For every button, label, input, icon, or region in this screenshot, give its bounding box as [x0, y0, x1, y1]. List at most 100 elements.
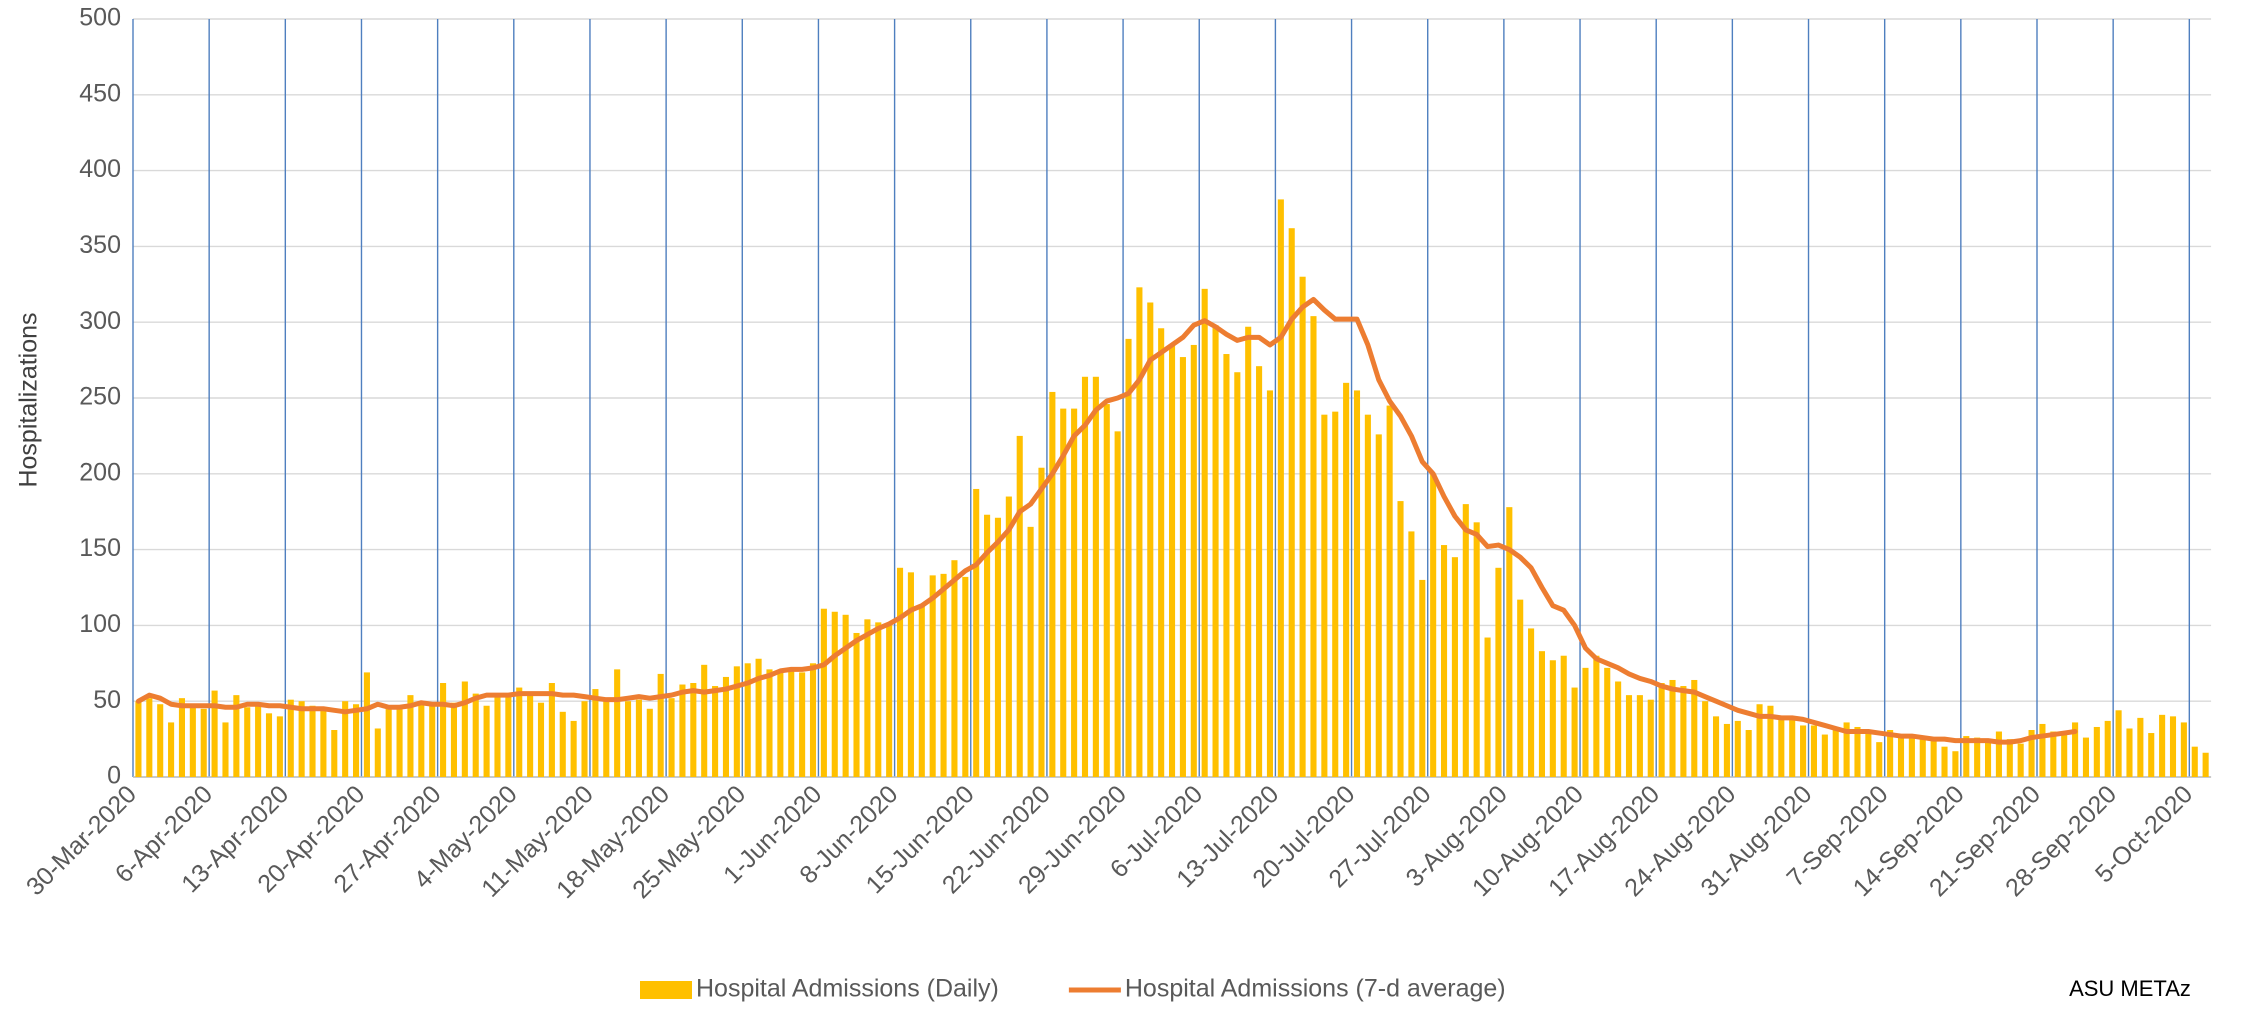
bar: [886, 625, 893, 777]
bar: [1092, 376, 1099, 777]
bar: [592, 689, 599, 777]
bar: [1680, 686, 1687, 777]
bar: [842, 614, 849, 777]
bar: [1364, 414, 1371, 777]
bar: [744, 663, 751, 777]
bar: [2202, 752, 2209, 777]
bar: [1408, 531, 1415, 777]
bar: [1277, 199, 1284, 778]
bar: [1081, 376, 1089, 777]
bar: [973, 488, 980, 777]
bar: [2028, 730, 2035, 777]
bar: [603, 698, 610, 777]
bar: [200, 708, 207, 777]
bar: [1125, 338, 1132, 777]
legend-label: Hospital Admissions (7-d average): [1125, 975, 1506, 1003]
bar: [1201, 288, 1208, 777]
bar: [1190, 344, 1197, 777]
bar: [831, 611, 838, 777]
y-tick-label: 200: [79, 458, 121, 486]
bar: [1462, 504, 1469, 777]
bar: [233, 695, 240, 777]
y-axis-title: Hospitalizations: [15, 312, 43, 487]
bar: [1484, 637, 1491, 777]
bar: [1560, 655, 1567, 777]
bar: [1136, 287, 1143, 777]
y-tick-label: 300: [79, 307, 121, 335]
bar: [1625, 695, 1633, 777]
bar: [2180, 722, 2187, 777]
bar: [494, 693, 501, 777]
bar: [1016, 435, 1023, 777]
bar: [1245, 326, 1252, 777]
bar: [1343, 382, 1350, 777]
bar: [1027, 526, 1034, 777]
bar: [755, 658, 762, 777]
bar: [374, 728, 381, 777]
bar: [1071, 408, 1078, 777]
bar: [352, 704, 360, 777]
bar: [1103, 404, 1110, 777]
bar: [690, 683, 697, 777]
bar: [1821, 734, 1828, 777]
bar: [1832, 730, 1839, 777]
bar: [2072, 722, 2079, 777]
bar: [896, 567, 904, 777]
bar: [2082, 737, 2090, 777]
bar: [135, 701, 142, 777]
bar: [962, 576, 969, 777]
bar: [222, 722, 229, 777]
bar: [733, 666, 740, 777]
bar: [1712, 716, 1720, 777]
bar: [1506, 507, 1513, 777]
bar: [712, 686, 719, 777]
bar: [1386, 405, 1393, 777]
bar: [668, 698, 675, 777]
bar: [1604, 667, 1611, 777]
bar: [679, 684, 686, 777]
bar: [766, 669, 773, 777]
bar: [2050, 731, 2057, 777]
bar: [1528, 628, 1535, 777]
bar: [1419, 579, 1426, 777]
bar: [2104, 720, 2111, 777]
bar: [1038, 467, 1045, 777]
bar: [1495, 567, 1502, 777]
bar: [385, 707, 392, 777]
bar: [1897, 734, 1905, 777]
bar: [2148, 733, 2155, 777]
bar: [1919, 736, 1926, 777]
bar: [429, 704, 436, 777]
y-tick-label: 500: [79, 4, 121, 32]
bar: [559, 711, 566, 777]
legend-label: Hospital Admissions (Daily): [696, 975, 999, 1003]
bar: [1430, 473, 1437, 777]
bar: [657, 673, 664, 777]
bar: [211, 690, 218, 777]
bar: [1049, 391, 1056, 777]
bar: [1734, 720, 1741, 777]
bar: [1299, 276, 1306, 777]
bar: [440, 683, 447, 777]
bar: [1353, 390, 1361, 777]
bar: [581, 701, 588, 777]
bar: [820, 608, 827, 777]
bar: [853, 632, 860, 777]
bar: [407, 695, 414, 777]
bar: [570, 720, 577, 777]
bar: [2039, 723, 2046, 777]
bar: [2137, 717, 2144, 777]
bar: [1158, 328, 1165, 777]
bar: [1995, 731, 2002, 777]
bar: [1256, 366, 1263, 777]
bar: [788, 667, 795, 777]
bar: [146, 698, 153, 777]
bar: [2017, 743, 2024, 777]
bar: [1582, 667, 1589, 777]
bar: [1005, 496, 1012, 777]
bar: [1941, 746, 1948, 777]
bar: [1168, 344, 1176, 777]
bar: [646, 708, 653, 777]
bar: [1691, 679, 1698, 777]
